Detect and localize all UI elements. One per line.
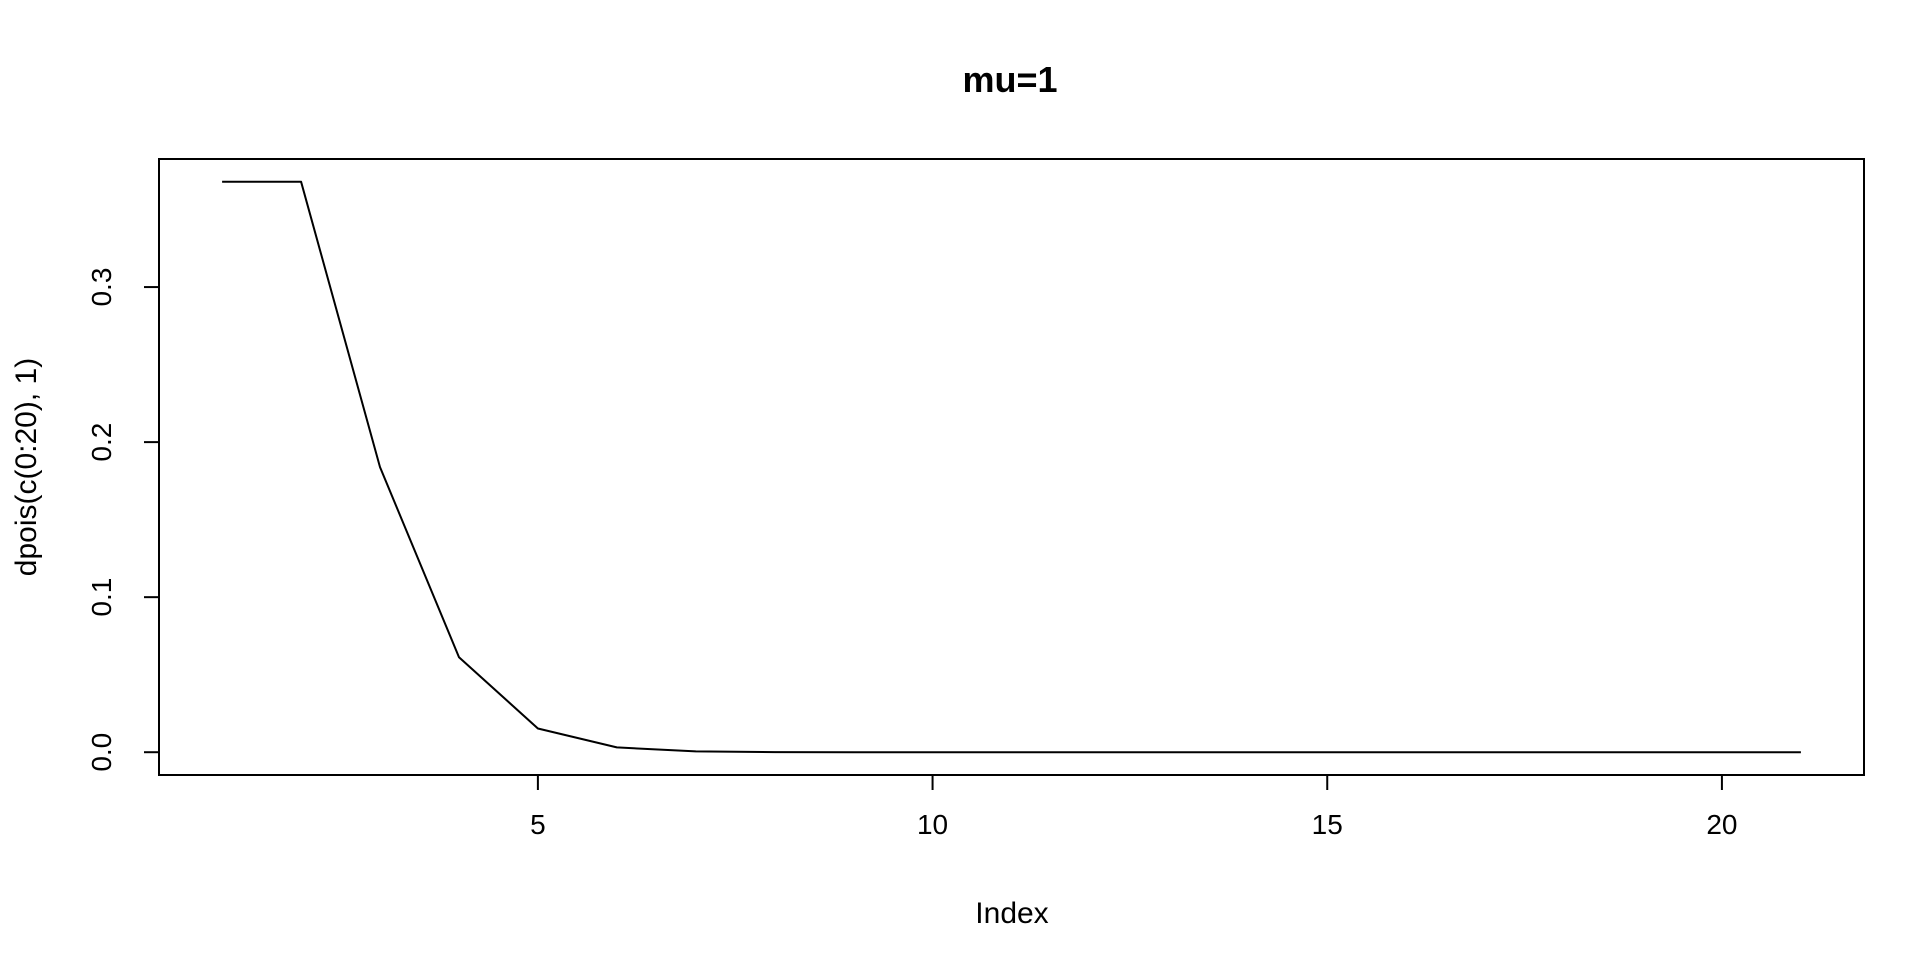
x-tick-label: 5 xyxy=(530,809,546,840)
chart-title: mu=1 xyxy=(962,59,1057,100)
y-tick-label: 0.3 xyxy=(86,268,117,307)
y-axis-label: dpois(c(0:20), 1) xyxy=(10,358,43,576)
y-tick-label: 0.2 xyxy=(86,423,117,462)
y-axis: 0.0 0.1 0.2 0.3 xyxy=(86,268,160,772)
series-layer xyxy=(222,180,1801,754)
x-tick-label: 15 xyxy=(1312,809,1343,840)
plot-frame xyxy=(158,158,1865,776)
y-tick-label: 0.0 xyxy=(86,733,117,772)
x-axis: 5 10 15 20 xyxy=(530,774,1737,840)
x-tick-label: 20 xyxy=(1706,809,1737,840)
x-axis-label: Index xyxy=(975,897,1048,930)
x-tick-label: 10 xyxy=(917,809,948,840)
y-tick-label: 0.1 xyxy=(86,578,117,617)
series-line xyxy=(222,180,1801,754)
